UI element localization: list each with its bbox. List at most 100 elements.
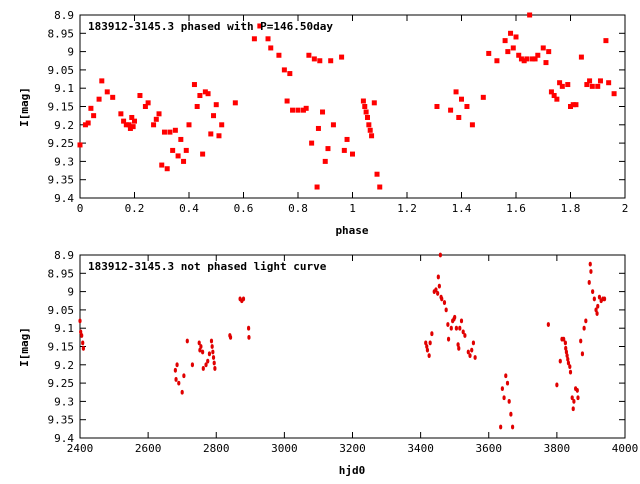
unphased-data-point [564, 345, 568, 351]
phased-data-point [200, 151, 206, 157]
unphased-data-point [440, 296, 444, 302]
unphased-data-point [591, 289, 595, 294]
phased-data-point [367, 127, 373, 133]
phased-data-point [459, 96, 464, 102]
phased-data-point [153, 116, 159, 122]
phased-data-point [453, 89, 459, 95]
phased-data-point [82, 122, 88, 128]
unphased-data-point [595, 311, 599, 316]
unphased-data-point [570, 395, 574, 401]
phased-data-point [377, 184, 383, 190]
phased-data-point [178, 136, 184, 142]
unphased-y-tick-label: 9.35 [48, 414, 75, 427]
phased-data-point [464, 104, 470, 109]
phased-data-point [611, 91, 617, 97]
unphased-data-point [566, 360, 571, 366]
unphased-data-point [436, 291, 440, 296]
phased-x-tick-label: 0.2 [125, 202, 145, 215]
unphased-data-point [594, 307, 598, 313]
phased-data-point [295, 107, 301, 113]
unphased-plot-title: 183912-3145.3 not phased light curve [88, 260, 327, 273]
phased-data-point [584, 82, 590, 88]
unphased-data-point [602, 296, 607, 302]
phased-data-point [121, 118, 127, 124]
unphased-data-point [434, 287, 438, 293]
unphased-data-point [177, 380, 181, 386]
phased-data-point [123, 122, 129, 128]
phased-data-point [129, 114, 135, 120]
unphased-data-point [588, 261, 592, 267]
unphased-x-tick-label: 3400 [407, 442, 434, 455]
phased-data-point [213, 102, 219, 108]
phased-x-tick-label: 0.4 [179, 202, 199, 215]
unphased-data-point [566, 356, 570, 362]
phased-data-point [573, 102, 579, 108]
unphased-data-point [562, 336, 566, 342]
phased-data-point [300, 107, 306, 113]
phased-data-point [434, 104, 440, 109]
phased-data-point [540, 45, 546, 51]
unphased-x-tick-label: 3800 [544, 442, 571, 455]
unphased-data-point [568, 364, 572, 370]
phased-data-point [219, 122, 225, 128]
phased-data-point [130, 124, 136, 130]
unphased-data-point [209, 338, 214, 344]
phased-data-point [205, 91, 211, 97]
phased-data-point [448, 107, 454, 113]
phased-data-point [325, 146, 331, 152]
unphased-y-tick-label: 9.15 [48, 341, 75, 354]
phased-data-point [276, 52, 282, 58]
unphased-data-point [241, 296, 246, 302]
phased-axis-ticks: 0 0.2 0.4 0.6 0.8 1 1.2 1.4 1.6 1.8 2 8.9 8.95 9 9.05 9… [48, 9, 629, 215]
phased-data-point [606, 80, 612, 86]
phased-data-point [557, 80, 563, 86]
unphased-data-point [173, 367, 177, 373]
unphased-data-point [211, 349, 215, 355]
unphased-data-point [210, 344, 214, 349]
phased-data-point [505, 49, 511, 55]
phased-y-tick-label: 9.4 [54, 192, 74, 205]
unphased-data-point [175, 362, 179, 368]
phased-data-point [309, 140, 315, 146]
unphased-data-point [211, 355, 216, 360]
phased-x-tick-label: 2 [622, 202, 629, 215]
unphased-y-tick-label: 9.2 [54, 359, 74, 372]
unphased-y-tick-label: 9.25 [48, 377, 75, 390]
phased-data-point [197, 93, 203, 99]
unphased-data-point [576, 395, 580, 401]
phased-data-point [510, 45, 516, 51]
phased-data-point [360, 98, 366, 104]
unphased-data-point [568, 369, 573, 375]
phased-data-point [597, 78, 603, 84]
phased-data-point [548, 89, 554, 95]
phased-data-point [311, 56, 317, 62]
phased-data-point [164, 166, 170, 172]
unphased-x-tick-label: 2600 [135, 442, 162, 455]
unphased-data-point [456, 342, 460, 348]
unphased-data-point [198, 347, 202, 353]
phased-data-point [306, 52, 312, 58]
phased-data-point [268, 45, 274, 51]
phased-data-point [578, 54, 584, 60]
phased-x-axis-label: phase [335, 224, 368, 237]
phased-data-point [364, 114, 370, 120]
phased-data-point [369, 133, 375, 139]
phased-data-point [172, 127, 178, 133]
unphased-x-tick-label: 3000 [271, 442, 298, 455]
phased-y-tick-label: 9.25 [48, 137, 75, 150]
phased-data-point [232, 100, 238, 106]
unphased-data-point [584, 318, 588, 324]
phased-data-point [96, 96, 102, 102]
phased-x-tick-label: 0.8 [288, 202, 308, 215]
phased-x-tick-label: 1.6 [506, 202, 526, 215]
phased-data-point [486, 50, 492, 56]
phased-data-point [156, 111, 162, 117]
phased-y-tick-label: 8.9 [54, 9, 74, 22]
phased-data-point [595, 83, 601, 89]
unphased-data-point [499, 424, 503, 430]
unphased-data-point [505, 380, 510, 386]
unphased-data-points [78, 252, 607, 430]
unphased-data-point [427, 353, 431, 359]
phased-data-point [330, 122, 336, 128]
